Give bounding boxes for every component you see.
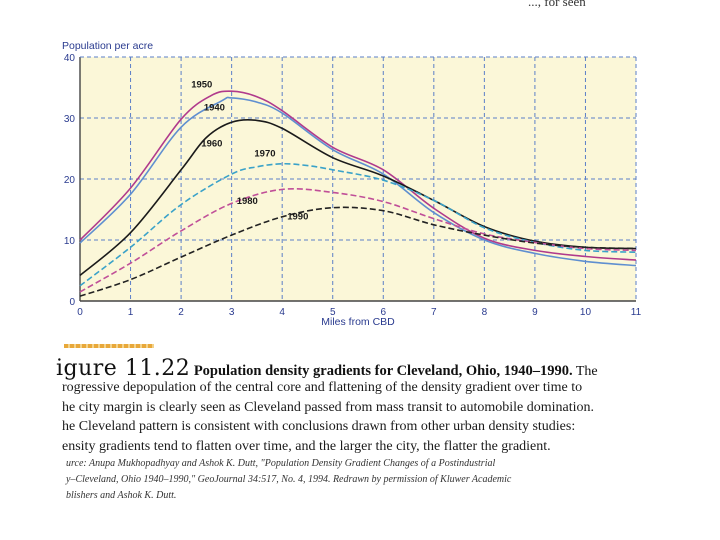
x-tick-label: 1	[128, 307, 134, 318]
y-tick-label: 10	[64, 236, 76, 247]
figure-caption-body: rogressive depopulation of the central c…	[62, 378, 712, 456]
series-line-1980	[79, 187, 637, 293]
series-label-1990: 1990	[287, 211, 308, 222]
density-gradient-chart: 0 1 2 3 4 5 6 7 8 9 10 11 0 10 20 30 40 1950 1940 1960 1970…	[62, 40, 642, 328]
source-line: y–Cleveland, Ohio 1940–1990," GeoJournal…	[66, 474, 512, 485]
x-tick-label: 3	[229, 307, 235, 318]
x-tick-label: 6	[380, 307, 386, 318]
caption-line: he city margin is clearly seen as Clevel…	[62, 399, 595, 415]
series-label-1940: 1940	[204, 103, 225, 114]
figure-title-tail: The	[575, 364, 598, 379]
x-tick-label: 7	[431, 307, 437, 318]
x-tick-label: 2	[178, 307, 184, 318]
axis-layer: 0 1 2 3 4 5 6 7 8 9 10 11 0 10 20 30 40	[64, 53, 642, 318]
series-label-1980: 1980	[237, 196, 258, 207]
header-fragment: ..., for seen	[528, 0, 586, 9]
x-tick-label: 4	[279, 307, 285, 318]
source-line: urce: Anupa Mukhopadhyay and Ashok K. Du…	[66, 458, 496, 469]
caption-line: rogressive depopulation of the central c…	[62, 380, 583, 395]
y-tick-label: 20	[64, 175, 76, 186]
series-label-1970: 1970	[254, 148, 275, 159]
y-tick-label: 0	[69, 297, 75, 308]
x-axis-title: Miles from CBD	[321, 316, 395, 328]
series-line-1960	[79, 118, 637, 277]
figure-title: Population density gradients for Clevela…	[193, 363, 573, 379]
series-line-1940	[79, 96, 637, 267]
series-line-1990	[79, 206, 637, 297]
x-tick-label: 9	[532, 307, 538, 318]
x-tick-label: 0	[77, 307, 83, 318]
caption-line: ensity gradients tend to flatten over ti…	[62, 438, 551, 454]
series-layer	[79, 90, 637, 297]
figure-source: urce: Anupa Mukhopadhyay and Ashok K. Du…	[66, 456, 686, 504]
y-tick-label: 30	[64, 114, 76, 125]
source-line: blishers and Ashok K. Dutt.	[66, 490, 177, 501]
figure-caption-heading: igure 11.22 Population density gradients…	[56, 356, 706, 381]
series-line-1950	[79, 90, 637, 261]
label-layer: 1950 1940 1960 1970 1980 1990	[191, 80, 308, 223]
caption-line: he Cleveland pattern is consistent with …	[62, 419, 576, 434]
x-tick-label: 8	[482, 307, 488, 318]
decorative-color-bar	[64, 344, 154, 348]
series-label-1950: 1950	[191, 80, 212, 91]
series-label-1960: 1960	[201, 139, 222, 150]
y-tick-label: 40	[64, 53, 76, 64]
y-axis-title: Population per acre	[62, 40, 153, 52]
figure-label: igure 11.22	[56, 356, 191, 381]
x-tick-label: 10	[580, 307, 592, 318]
x-tick-label: 11	[631, 307, 642, 318]
x-tick-label: 5	[330, 307, 336, 318]
series-line-1970	[79, 162, 637, 287]
